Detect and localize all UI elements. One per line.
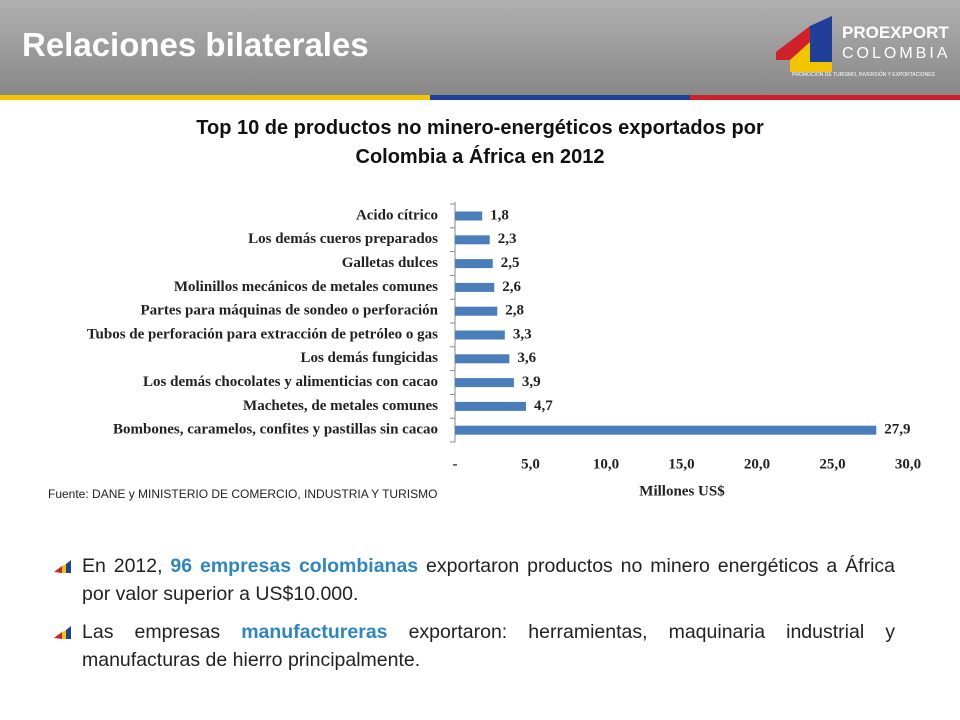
bar — [455, 282, 495, 292]
logo: PROEXPORT COLOMBIA PROMOCIÓN DE TURISMO,… — [776, 16, 950, 78]
bar — [455, 354, 510, 364]
category-label: Bombones, caramelos, confites y pastilla… — [113, 422, 438, 438]
category-label: Machetes, de metales comunes — [243, 398, 438, 414]
value-label: 2,5 — [501, 255, 520, 271]
category-label: Partes para máquinas de sondeo o perfora… — [141, 303, 439, 319]
value-label: 1,8 — [490, 207, 509, 223]
category-label: Molinillos mecánicos de metales comunes — [174, 279, 438, 295]
bullet: En 2012, 96 empresas colombianas exporta… — [54, 552, 896, 608]
category-label: Galletas dulces — [342, 255, 438, 271]
bar — [455, 425, 877, 435]
x-tick-label: - — [453, 456, 458, 472]
bullet-text: Las empresas — [82, 621, 242, 643]
bullets: En 2012, 96 empresas colombianas exporta… — [54, 552, 896, 684]
logo-name: PROEXPORT — [842, 23, 949, 42]
category-label: Los demás fungicidas — [300, 350, 438, 366]
chart-title: Top 10 de productos no minero-energético… — [196, 117, 764, 168]
category-label: Tubos de perforación para extracción de … — [87, 326, 438, 342]
header-title: Relaciones bilaterales — [22, 26, 369, 63]
logo-tagline: PROMOCIÓN DE TURISMO, INVERSIÓN Y EXPORT… — [792, 71, 936, 78]
category-label: Acido cítrico — [356, 207, 438, 223]
bullet-text: En 2012, — [82, 555, 171, 577]
bar — [455, 401, 526, 411]
x-tick-label: 15,0 — [668, 456, 694, 472]
value-label: 3,9 — [522, 374, 541, 390]
value-label: 3,6 — [517, 350, 536, 366]
x-tick-label: 10,0 — [593, 456, 619, 472]
header-stripe — [0, 95, 960, 100]
bar — [455, 306, 498, 316]
highlight-text: manufactureras — [241, 621, 388, 643]
value-label: 2,8 — [505, 303, 524, 319]
bar — [455, 259, 493, 269]
chart: Acido cítrico 1,8 Los demás cueros prepara… — [48, 202, 921, 501]
source: Fuente: DANE y MINISTERIO DE COMERCIO, I… — [48, 487, 437, 501]
value-label: 2,3 — [498, 231, 517, 247]
bar — [455, 211, 483, 221]
bar — [455, 330, 505, 340]
bullet-icon — [54, 560, 71, 573]
logo-sub: COLOMBIA — [842, 45, 950, 62]
value-label: 3,3 — [513, 326, 532, 342]
value-label: 27,9 — [884, 422, 910, 438]
bullet: Las empresas manufactureras exportaron: … — [54, 618, 895, 674]
bullet-text: exportaron: herramientas, maquinaria ind… — [82, 621, 895, 671]
x-tick-label: 20,0 — [744, 456, 770, 472]
bar — [455, 235, 490, 245]
category-label: Los demás cueros preparados — [248, 231, 438, 247]
value-label: 2,6 — [502, 279, 521, 295]
x-tick-label: 30,0 — [895, 456, 921, 472]
x-axis-label: Millones US$ — [639, 483, 725, 499]
bar — [455, 378, 514, 388]
category-label: Los demás chocolates y alimenticias con … — [143, 374, 438, 390]
logo-blue — [810, 16, 832, 62]
x-tick-label: 5,0 — [521, 456, 540, 472]
highlight-text: 96 empresas colombianas — [170, 555, 419, 577]
value-label: 4,7 — [534, 398, 553, 414]
bullet-icon — [54, 626, 71, 639]
header: Relaciones bilaterales PROEXPORT COLOMBI… — [0, 0, 960, 95]
bullet-text: exportaron productos no minero energétic… — [82, 555, 896, 605]
x-tick-label: 25,0 — [819, 456, 845, 472]
